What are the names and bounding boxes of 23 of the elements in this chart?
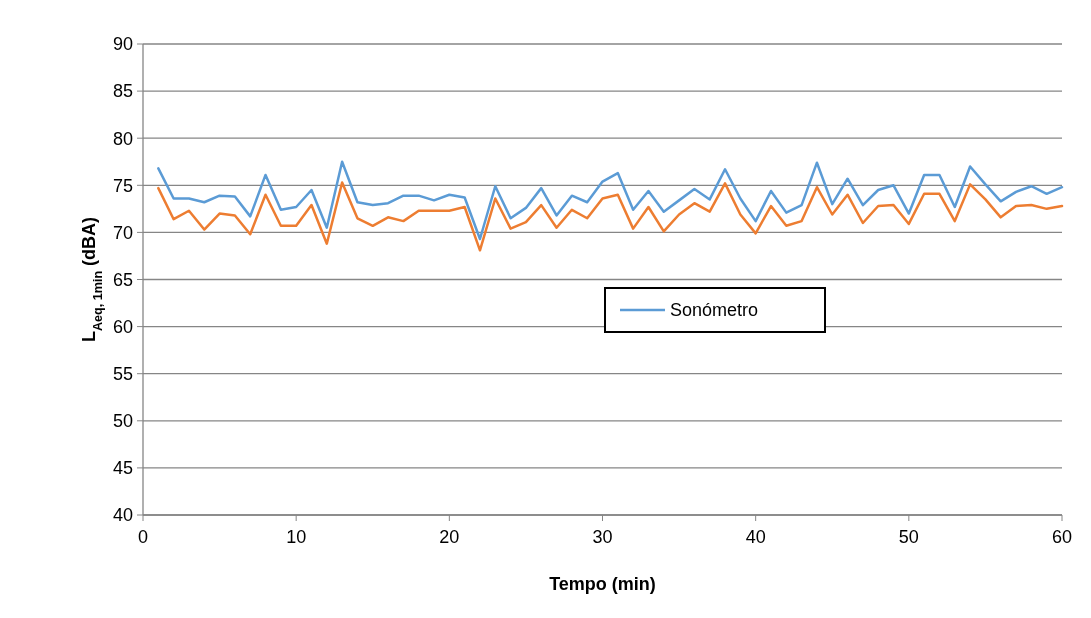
y-tick-label: 50 — [112, 411, 133, 432]
y-tick-label: 40 — [112, 505, 133, 526]
x-tick-label: 50 — [898, 527, 919, 547]
x-tick-label: 40 — [745, 527, 766, 547]
line-series — [157, 181, 1064, 252]
y-tick-label: 65 — [112, 269, 133, 290]
x-tick-label: 0 — [137, 527, 149, 547]
x-tick-label: 20 — [439, 527, 460, 547]
x-tick-label: 60 — [1051, 527, 1073, 547]
y-tick-label: 85 — [112, 81, 133, 102]
y-tick-label: 45 — [112, 458, 133, 479]
line-series — [157, 160, 1064, 241]
y-tick-label: 55 — [112, 364, 133, 384]
y-tick-label: 90 — [112, 34, 133, 55]
x-tick-label: 10 — [286, 527, 307, 547]
y-tick-label: 70 — [112, 222, 133, 243]
y-tick-label: 75 — [112, 175, 133, 196]
legend: Sonómetro — [604, 287, 826, 333]
y-tick-label: 80 — [112, 128, 133, 149]
x-tick-label: 30 — [592, 527, 613, 547]
x-axis-title: Tempo (min) — [549, 574, 656, 594]
y-tick-label: 60 — [112, 316, 133, 337]
legend-label: Sonómetro — [670, 300, 759, 321]
